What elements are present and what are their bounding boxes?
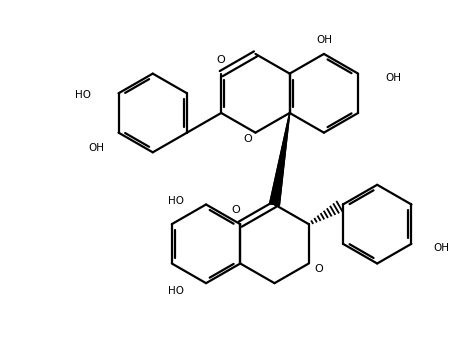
Text: OH: OH (89, 143, 105, 153)
Text: HO: HO (168, 286, 185, 296)
Text: O: O (231, 205, 240, 215)
Text: O: O (314, 265, 323, 275)
Polygon shape (270, 113, 290, 205)
Text: HO: HO (75, 90, 91, 100)
Text: HO: HO (168, 195, 185, 205)
Text: OH: OH (386, 73, 402, 83)
Text: O: O (243, 133, 252, 143)
Text: OH: OH (316, 35, 332, 45)
Text: O: O (216, 55, 225, 65)
Text: OH: OH (433, 243, 449, 253)
Polygon shape (270, 113, 290, 205)
